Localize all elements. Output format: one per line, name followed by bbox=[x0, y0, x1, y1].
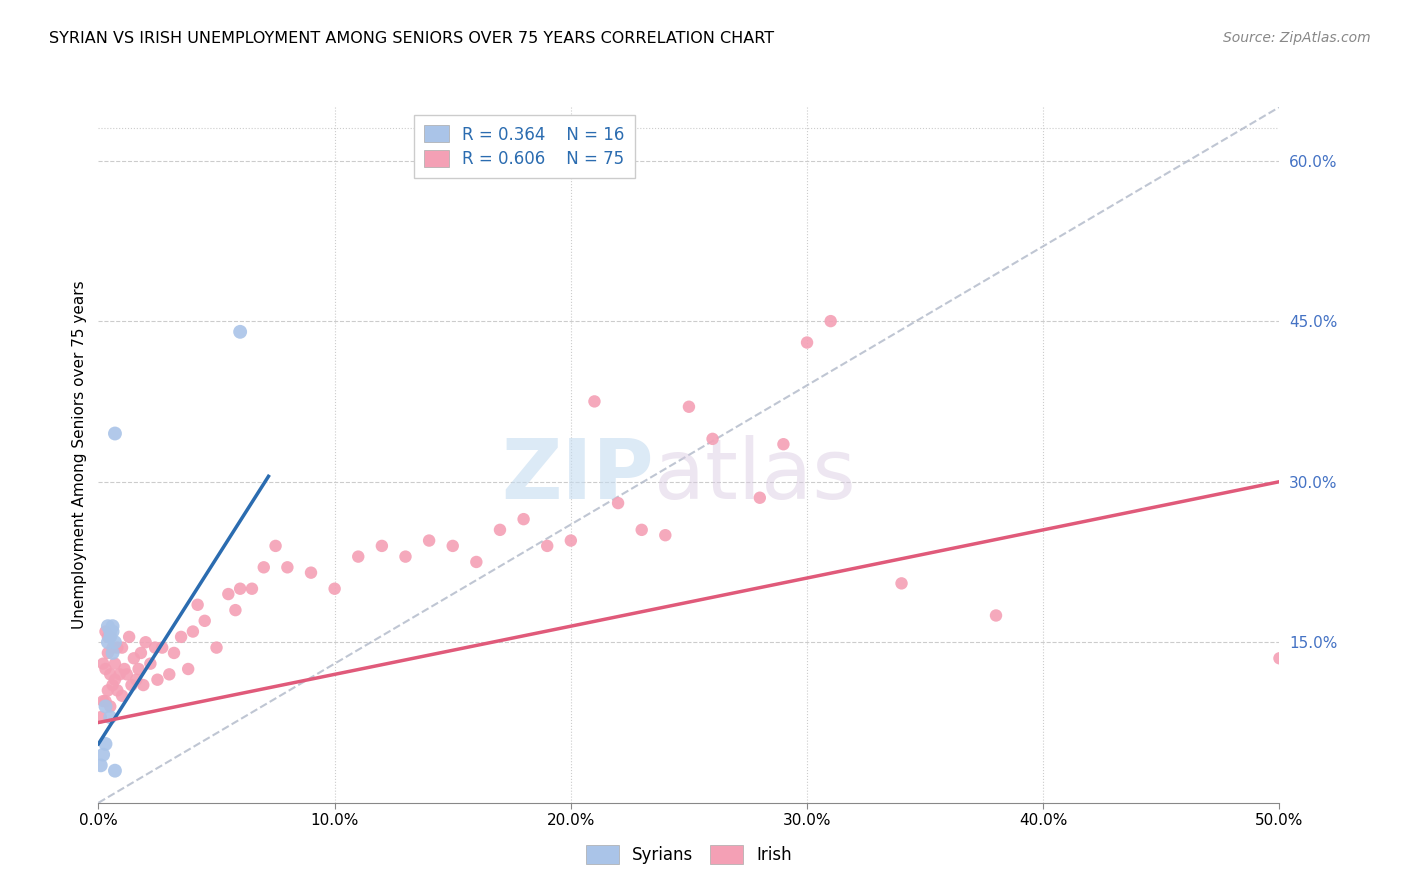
Point bbox=[187, 598, 209, 612]
Point bbox=[489, 523, 512, 537]
Point bbox=[101, 624, 124, 639]
Point bbox=[118, 630, 141, 644]
Point bbox=[132, 678, 155, 692]
Point bbox=[820, 314, 842, 328]
Point bbox=[984, 608, 1007, 623]
Point bbox=[418, 533, 440, 548]
Point bbox=[276, 560, 298, 574]
Point bbox=[97, 619, 120, 633]
Point bbox=[146, 673, 169, 687]
Point bbox=[91, 747, 114, 762]
Point bbox=[347, 549, 370, 564]
Point bbox=[394, 549, 416, 564]
Text: SYRIAN VS IRISH UNEMPLOYMENT AMONG SENIORS OVER 75 YEARS CORRELATION CHART: SYRIAN VS IRISH UNEMPLOYMENT AMONG SENIO… bbox=[49, 31, 775, 46]
Point bbox=[101, 678, 124, 692]
Point bbox=[157, 667, 180, 681]
Point bbox=[104, 673, 127, 687]
Point bbox=[98, 624, 121, 639]
Point bbox=[90, 710, 112, 724]
Text: ZIP: ZIP bbox=[501, 435, 654, 516]
Point bbox=[97, 630, 120, 644]
Point bbox=[98, 699, 121, 714]
Point bbox=[194, 614, 217, 628]
Point bbox=[94, 662, 117, 676]
Point bbox=[94, 737, 117, 751]
Point bbox=[890, 576, 912, 591]
Point bbox=[607, 496, 630, 510]
Point bbox=[91, 657, 114, 671]
Point bbox=[98, 630, 121, 644]
Point bbox=[101, 640, 124, 655]
Point bbox=[139, 657, 162, 671]
Point bbox=[217, 587, 239, 601]
Point bbox=[98, 630, 121, 644]
Point bbox=[654, 528, 676, 542]
Point bbox=[105, 683, 128, 698]
Point bbox=[240, 582, 263, 596]
Point bbox=[229, 582, 252, 596]
Point bbox=[630, 523, 652, 537]
Point bbox=[150, 640, 173, 655]
Point bbox=[224, 603, 246, 617]
Point bbox=[104, 657, 127, 671]
Point bbox=[128, 662, 150, 676]
Point bbox=[104, 426, 127, 441]
Point bbox=[177, 662, 200, 676]
Point bbox=[135, 635, 157, 649]
Point bbox=[104, 635, 127, 649]
Point bbox=[1268, 651, 1291, 665]
Point bbox=[264, 539, 287, 553]
Point bbox=[299, 566, 322, 580]
Point bbox=[748, 491, 770, 505]
Point bbox=[560, 533, 582, 548]
Point bbox=[105, 640, 128, 655]
Point bbox=[98, 667, 121, 681]
Point bbox=[205, 640, 228, 655]
Point bbox=[323, 582, 346, 596]
Point bbox=[91, 694, 114, 708]
Point bbox=[583, 394, 606, 409]
Legend: Syrians, Irish: Syrians, Irish bbox=[579, 838, 799, 871]
Point bbox=[111, 640, 134, 655]
Point bbox=[101, 646, 124, 660]
Point bbox=[122, 651, 145, 665]
Point bbox=[371, 539, 394, 553]
Point bbox=[253, 560, 276, 574]
Point bbox=[108, 667, 131, 681]
Point bbox=[112, 662, 135, 676]
Point bbox=[97, 646, 120, 660]
Point bbox=[97, 635, 120, 649]
Point bbox=[796, 335, 818, 350]
Point bbox=[115, 667, 138, 681]
Point bbox=[90, 758, 112, 772]
Point bbox=[441, 539, 464, 553]
Point bbox=[143, 640, 166, 655]
Point bbox=[101, 619, 124, 633]
Point bbox=[536, 539, 558, 553]
Point bbox=[465, 555, 488, 569]
Point bbox=[181, 624, 204, 639]
Point bbox=[129, 646, 152, 660]
Point bbox=[121, 678, 143, 692]
Point bbox=[229, 325, 252, 339]
Point bbox=[125, 673, 148, 687]
Text: Source: ZipAtlas.com: Source: ZipAtlas.com bbox=[1223, 31, 1371, 45]
Point bbox=[94, 624, 117, 639]
Point bbox=[94, 694, 117, 708]
Point bbox=[94, 699, 117, 714]
Y-axis label: Unemployment Among Seniors over 75 years: Unemployment Among Seniors over 75 years bbox=[72, 281, 87, 629]
Point bbox=[104, 764, 127, 778]
Point bbox=[512, 512, 534, 526]
Point bbox=[170, 630, 193, 644]
Text: atlas: atlas bbox=[654, 435, 855, 516]
Point bbox=[111, 689, 134, 703]
Point bbox=[678, 400, 700, 414]
Point bbox=[702, 432, 724, 446]
Point bbox=[98, 710, 121, 724]
Point bbox=[97, 683, 120, 698]
Point bbox=[163, 646, 186, 660]
Point bbox=[772, 437, 794, 451]
